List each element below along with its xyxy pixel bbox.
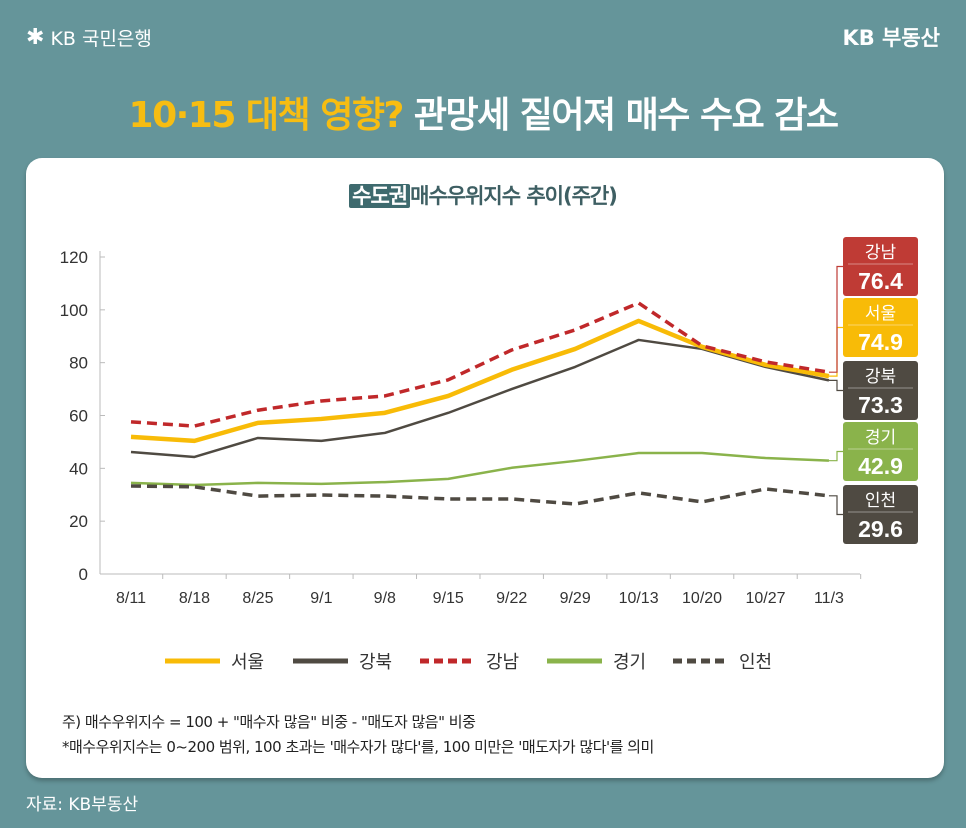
end-label-name: 강북 xyxy=(865,367,896,387)
kb-star-icon: ✱ xyxy=(26,25,45,50)
x-tick-label: 9/1 xyxy=(310,590,332,607)
x-tick-label: 10/27 xyxy=(745,590,785,607)
x-tick-label: 9/8 xyxy=(374,590,396,607)
chart-card xyxy=(26,158,944,778)
source: 자료: KB부동산 xyxy=(26,795,139,815)
y-tick-label: 0 xyxy=(79,565,88,584)
x-tick-label: 8/11 xyxy=(116,590,146,607)
end-label-value: 74.9 xyxy=(858,329,903,355)
x-tick-label: 11/3 xyxy=(814,590,844,607)
end-label-box xyxy=(843,361,918,420)
end-label-name: 서울 xyxy=(865,304,896,324)
end-label-connector xyxy=(828,326,843,377)
end-label-name: 강남 xyxy=(865,243,897,263)
series-line-4 xyxy=(130,484,830,506)
x-tick-label: 10/20 xyxy=(682,590,722,607)
note-line-1: 주) 매수우위지수 = 100 + "매수자 많음" 비중 - "매도자 많음"… xyxy=(62,713,476,731)
end-label-connector xyxy=(828,265,843,373)
y-tick-label: 100 xyxy=(60,301,88,320)
series-line-2 xyxy=(130,301,830,428)
x-tick-label: 10/13 xyxy=(619,590,659,607)
y-tick-label: 80 xyxy=(69,354,88,373)
x-tick-label: 9/22 xyxy=(496,590,527,607)
legend-label: 경기 xyxy=(613,652,646,673)
end-label-value: 76.4 xyxy=(858,268,903,294)
legend-label: 강남 xyxy=(486,652,519,673)
chart-title: 수도권 매수우위지수 추이(주간) xyxy=(0,180,966,210)
series-line-1 xyxy=(130,338,830,459)
legend-label: 강북 xyxy=(359,652,392,673)
end-label-box xyxy=(843,485,918,544)
note-line-2: *매수우위지수는 0~200 범위, 100 초과는 '매수자가 많다'를, 1… xyxy=(62,738,654,756)
end-label-value: 42.9 xyxy=(858,453,903,479)
end-label-connector xyxy=(828,379,843,392)
end-label-value: 29.6 xyxy=(858,516,903,542)
brand-left-text: KB 국민은행 xyxy=(50,28,152,50)
kb-kookmin-bank-logo: ✱ KB 국민은행 xyxy=(26,24,152,51)
series-line-3 xyxy=(130,451,830,487)
y-tick-label: 60 xyxy=(69,407,88,426)
headline-rest: 관망세 짙어져 매수 수요 감소 xyxy=(413,95,839,136)
chart-title-tag: 수도권 xyxy=(349,184,411,208)
chart-title-text: 매수우위지수 추이(주간) xyxy=(410,184,618,208)
x-tick-label: 9/15 xyxy=(433,590,464,607)
kb-real-estate-logo: KB 부동산 xyxy=(842,26,940,50)
end-label-connector xyxy=(828,495,843,516)
legend-label: 서울 xyxy=(231,652,264,673)
end-label-connector xyxy=(828,450,843,462)
y-tick-label: 120 xyxy=(60,248,88,267)
y-tick-label: 40 xyxy=(69,459,88,478)
end-label-box xyxy=(843,298,918,357)
x-tick-label: 8/25 xyxy=(242,590,273,607)
headline: 10·15 대책 영향? 관망세 짙어져 매수 수요 감소 xyxy=(0,86,966,138)
end-label-value: 73.3 xyxy=(858,392,903,418)
y-tick-label: 20 xyxy=(69,512,88,531)
headline-highlight: 10·15 대책 영향? xyxy=(128,95,405,136)
legend-label: 인천 xyxy=(739,652,772,673)
x-tick-label: 8/18 xyxy=(179,590,210,607)
x-tick-label: 9/29 xyxy=(560,590,591,607)
series-line-0 xyxy=(130,318,830,444)
end-label-box xyxy=(843,422,918,481)
end-label-name: 인천 xyxy=(865,491,896,511)
end-label-box xyxy=(843,237,918,296)
end-label-name: 경기 xyxy=(865,428,896,448)
